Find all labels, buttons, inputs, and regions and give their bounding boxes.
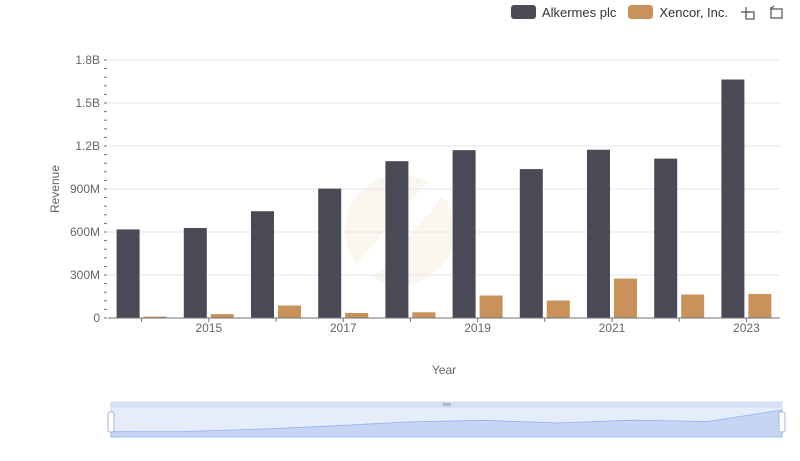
bar-xencor-2014[interactable] (143, 316, 167, 318)
y-tick-label: 1.5B (75, 96, 100, 110)
restore-icon[interactable] (768, 4, 784, 20)
y-tick-label: 0 (93, 311, 100, 325)
zoom-icon[interactable] (740, 4, 756, 20)
bar-xencor-2023[interactable] (748, 293, 772, 318)
bar-alkermes-2023[interactable] (721, 79, 745, 318)
bar-alkermes-2015[interactable] (183, 227, 207, 318)
bar-xencor-2021[interactable] (614, 278, 637, 318)
bar-alkermes-2022[interactable] (654, 158, 678, 318)
bar-xencor-2016[interactable] (278, 305, 301, 318)
bar-alkermes-2020[interactable] (519, 169, 543, 318)
bar-alkermes-2014[interactable] (116, 229, 140, 318)
x-tick-label: 2015 (195, 321, 222, 335)
legend-swatch-xencor (628, 5, 654, 19)
bar-alkermes-2016[interactable] (251, 211, 274, 318)
bar-xencor-2015[interactable] (210, 314, 234, 318)
bar-xencor-2017[interactable] (345, 312, 369, 318)
bar-xencor-2020[interactable] (546, 300, 570, 318)
y-tick-label: 300M (70, 268, 100, 282)
legend-swatch-alkermes (510, 5, 536, 19)
y-tick-label: 600M (70, 225, 100, 239)
y-tick-label: 1.2B (75, 139, 100, 153)
bar-xencor-2022[interactable] (681, 294, 705, 318)
slider-handle-right[interactable] (778, 411, 786, 433)
y-tick-label: 1.8B (75, 53, 100, 67)
bar-xencor-2019[interactable] (479, 295, 503, 318)
legend-item-alkermes[interactable]: Alkermes plc (510, 4, 617, 20)
y-axis-title: Revenue (48, 165, 62, 213)
x-tick-label: 2023 (733, 321, 760, 335)
data-zoom-slider[interactable] (107, 401, 786, 438)
x-tick-label: 2019 (464, 321, 491, 335)
slider-move-grip[interactable] (443, 403, 451, 406)
legend: Alkermes plc Xencor, Inc. (510, 4, 784, 20)
x-tick-label: 2021 (599, 321, 626, 335)
bar-alkermes-2021[interactable] (587, 149, 610, 318)
legend-item-xencor[interactable]: Xencor, Inc. (628, 5, 728, 20)
legend-label-xencor: Xencor, Inc. (659, 4, 728, 20)
slider-preview-area (110, 409, 783, 438)
legend-label-alkermes: Alkermes plc (541, 4, 617, 20)
x-axis-ticks: 2015 2017 2019 2021 2023 (141, 318, 760, 335)
bar-alkermes-2018[interactable] (385, 161, 409, 318)
x-tick-label: 2017 (330, 321, 357, 335)
bar-alkermes-2019[interactable] (452, 150, 476, 318)
bar-alkermes-2017[interactable] (318, 188, 342, 318)
bars (116, 79, 772, 318)
bar-xencor-2018[interactable] (412, 312, 436, 318)
slider-handle-left[interactable] (107, 411, 115, 433)
x-axis-title: Year (432, 363, 456, 377)
y-axis-ticks: 0 300M 600M 900M 1.2B 1.5B 1.8B (70, 53, 107, 325)
y-tick-label: 900M (70, 182, 100, 196)
